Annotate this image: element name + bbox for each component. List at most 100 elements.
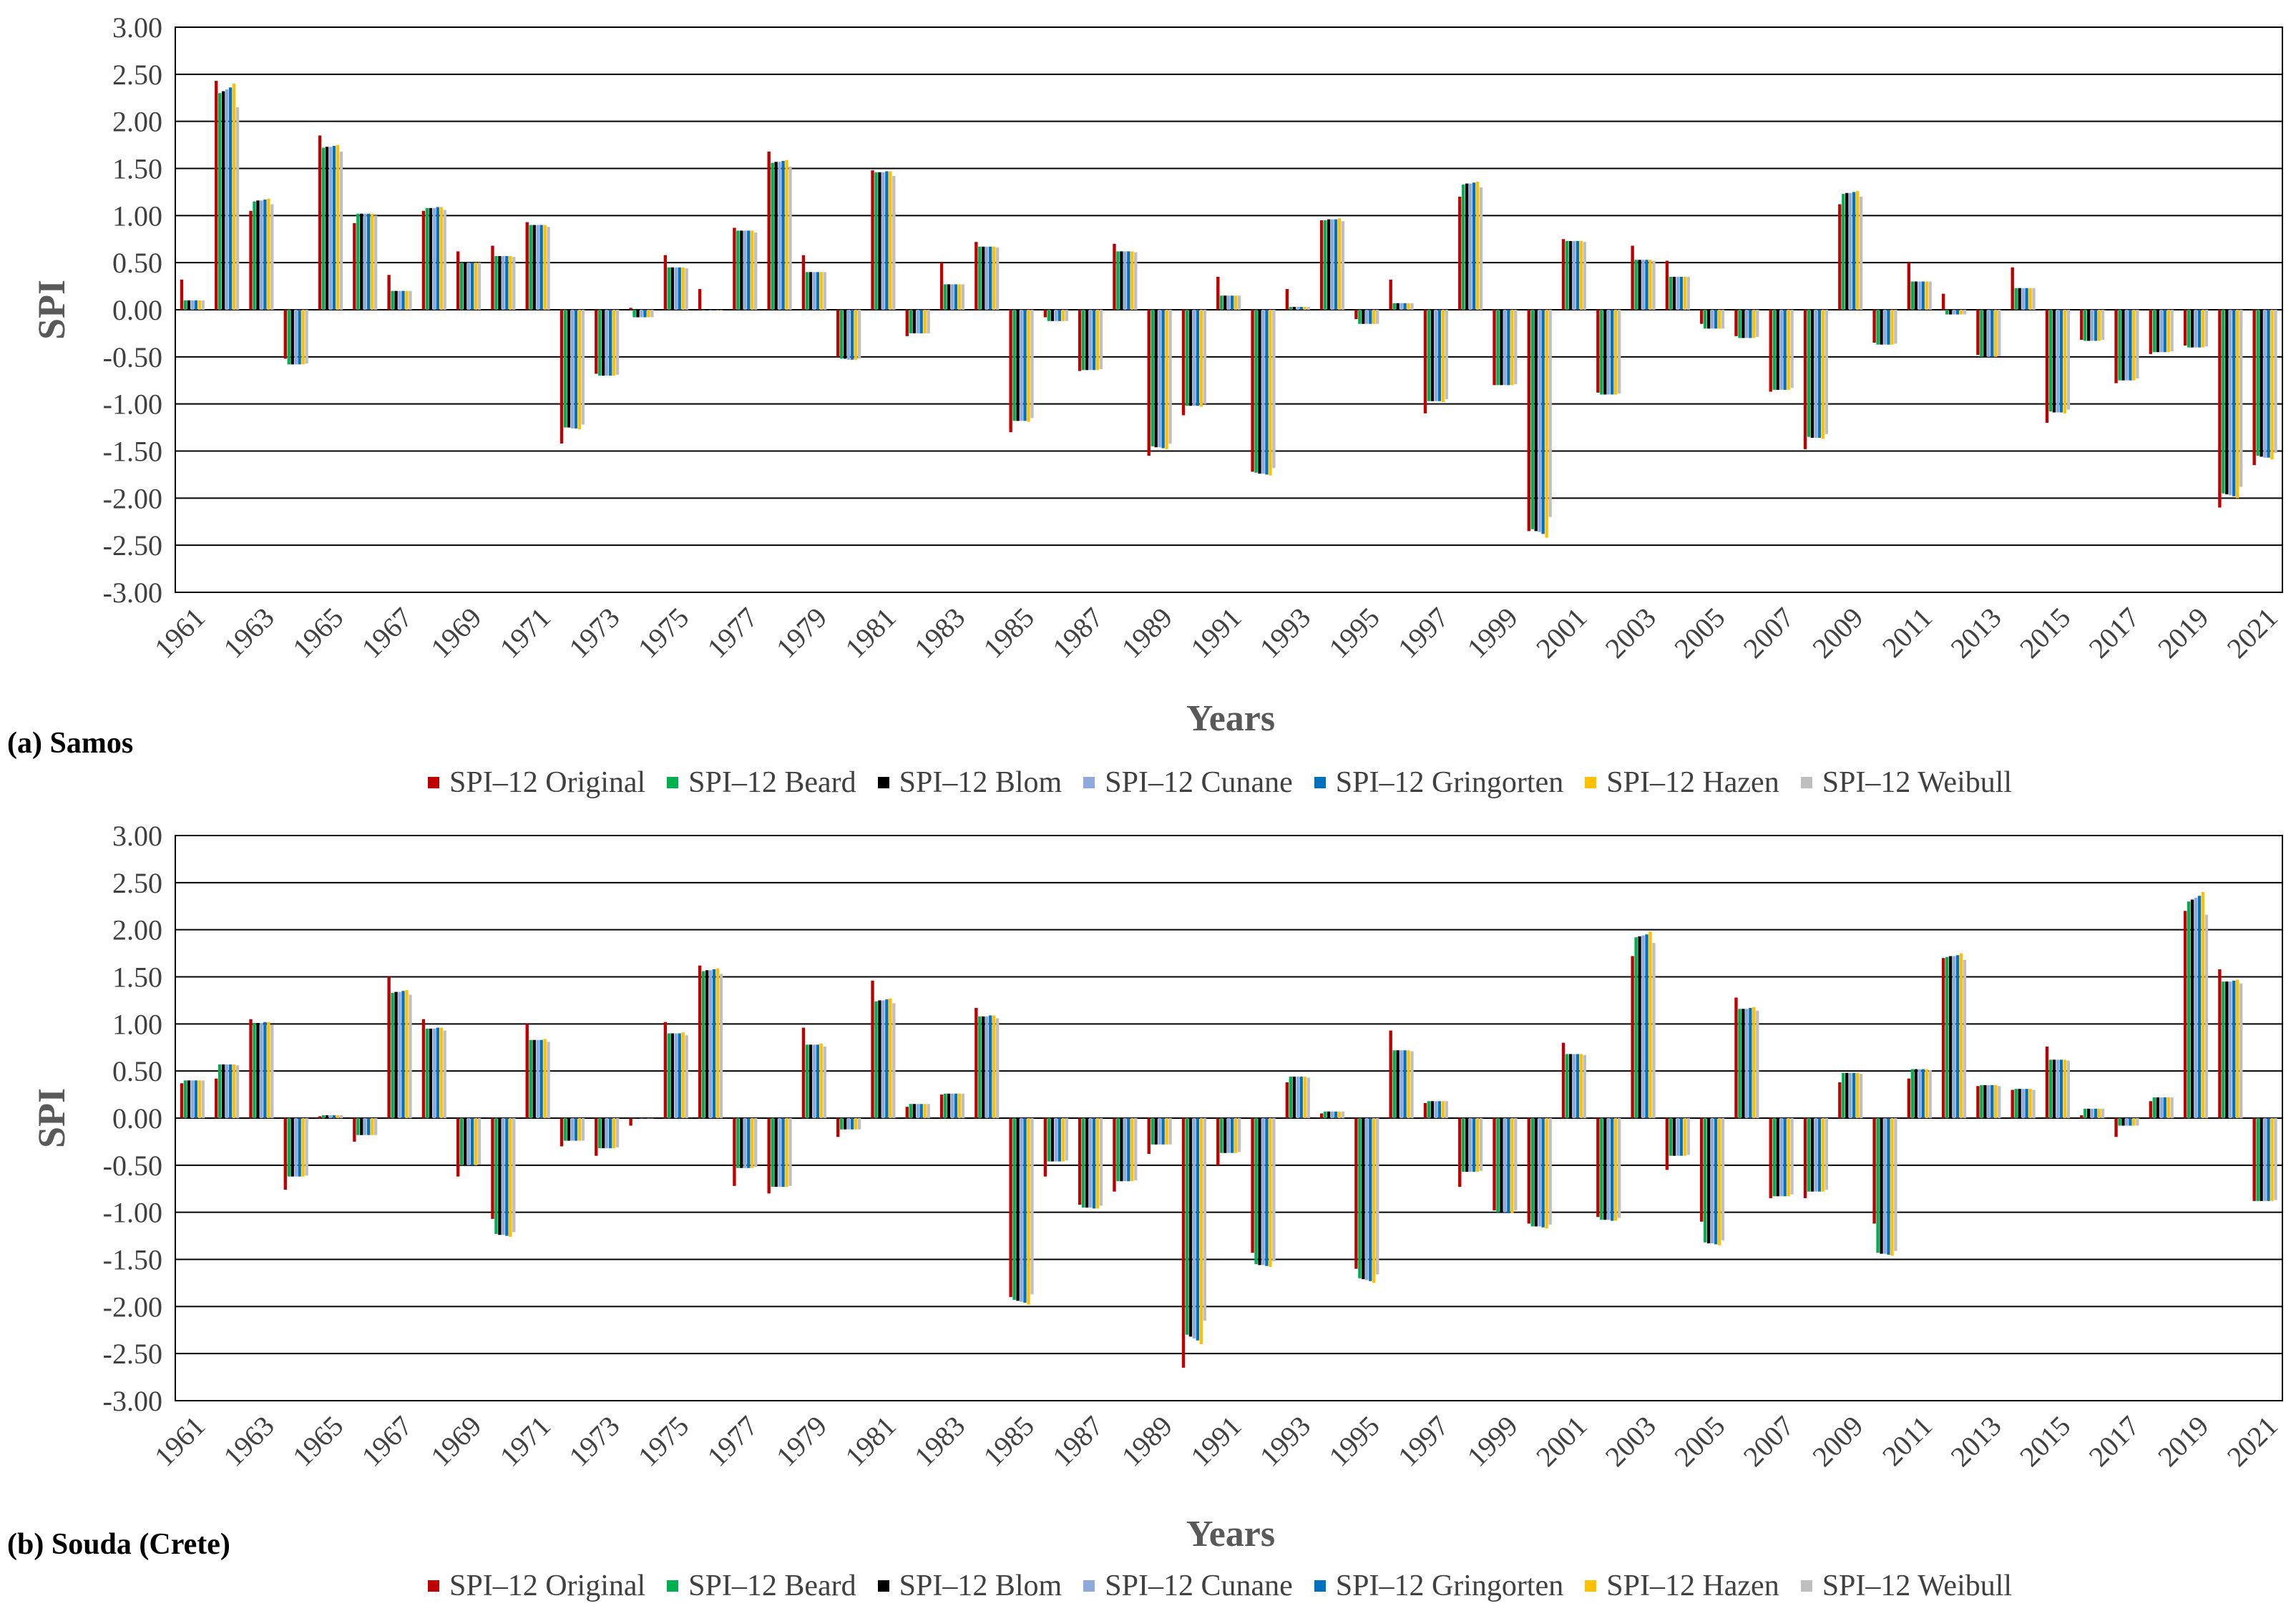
bar <box>2260 1118 2263 1201</box>
bar <box>885 171 889 310</box>
bar <box>1603 1118 1607 1220</box>
bar <box>1303 307 1306 310</box>
bar <box>1306 1077 1310 1118</box>
bar <box>1838 1082 1842 1118</box>
bar <box>670 267 674 310</box>
bar <box>1814 310 1818 439</box>
bar <box>336 145 340 310</box>
bar <box>1645 934 1648 1118</box>
spi-chart-souda: 3.00 2.50 2.00 1.50 1.00 0.50 0.00 -0.50 -1.00 -1… <box>30 820 2284 1473</box>
bar <box>525 222 529 310</box>
bar <box>1358 1118 1362 1278</box>
legend-label: SPI–12 Hazen <box>1606 766 1779 799</box>
bar <box>605 1118 609 1149</box>
bar <box>771 162 774 310</box>
bar <box>2156 310 2159 353</box>
x-tick-label: 1975 <box>632 601 695 664</box>
bar <box>2056 1059 2060 1118</box>
bar <box>2084 310 2087 341</box>
bar <box>778 1118 781 1187</box>
bar <box>2263 1118 2267 1201</box>
bar <box>1285 289 1289 310</box>
x-tick-label: 1987 <box>1046 1409 1109 1472</box>
bar <box>1579 1054 1583 1118</box>
bar <box>1427 310 1431 401</box>
bar <box>2267 310 2270 458</box>
bar <box>1807 1118 1811 1192</box>
bar <box>1648 931 1652 1118</box>
bar <box>1787 310 1790 390</box>
bar <box>1323 1111 1327 1118</box>
bar <box>429 207 433 310</box>
x-tick-label: 1969 <box>424 601 487 664</box>
x-tick-label: 1965 <box>286 601 349 664</box>
bar <box>1427 1101 1431 1118</box>
panel-label: (b) Souda (Crete) <box>7 1528 230 1561</box>
bar <box>260 1023 263 1118</box>
bar <box>260 200 263 310</box>
bar <box>305 1118 308 1176</box>
bar <box>1976 1086 1980 1118</box>
bar <box>1894 1118 1897 1251</box>
bar <box>2136 310 2139 379</box>
bar <box>2094 310 2098 341</box>
bar <box>1887 310 1890 345</box>
bar <box>1849 1072 1852 1118</box>
bar <box>836 310 840 357</box>
bar <box>2094 1108 2098 1118</box>
bar <box>1790 1118 1794 1195</box>
bar <box>401 991 405 1118</box>
bar <box>954 284 958 310</box>
bar <box>1188 310 1193 406</box>
bar <box>2204 914 2209 1118</box>
bar <box>1928 1069 1932 1118</box>
bar <box>1158 1118 1161 1145</box>
bar <box>701 971 705 1118</box>
bar <box>2236 979 2239 1118</box>
bar <box>650 1118 654 1119</box>
bar <box>2218 310 2222 508</box>
bar <box>356 1118 360 1135</box>
bar <box>1227 295 1231 310</box>
bar <box>1323 220 1327 310</box>
bar <box>754 232 758 310</box>
legend-swatch <box>1800 1580 1812 1592</box>
bar <box>321 1115 326 1118</box>
bar <box>650 310 654 318</box>
legend-item-weibull: SPI–12 Weibull <box>1800 765 2012 800</box>
bar <box>1410 1051 1414 1118</box>
legend-swatch <box>667 1580 679 1592</box>
bar <box>1120 1118 1123 1182</box>
legend-label: SPI–12 Gringorten <box>1335 766 1564 799</box>
bar <box>1503 1118 1507 1213</box>
bar <box>1027 1118 1030 1305</box>
bar <box>1631 245 1634 310</box>
bar <box>885 999 889 1118</box>
y-tick-label: -2.50 <box>103 529 162 562</box>
bar <box>1123 1118 1127 1182</box>
bar <box>1534 1118 1538 1227</box>
y-tick-label: 1.50 <box>112 153 162 185</box>
bar <box>1538 310 1541 532</box>
bar <box>1803 310 1807 449</box>
bar <box>249 210 253 310</box>
bar <box>1099 1118 1103 1206</box>
bar <box>1327 1111 1331 1118</box>
bar <box>512 257 516 310</box>
legend-label: SPI–12 Weibull <box>1822 1570 2013 1602</box>
bar <box>2045 310 2049 423</box>
bar <box>2236 310 2239 499</box>
bar <box>781 160 785 310</box>
x-tick-label: 2011 <box>1876 601 1938 663</box>
x-tick-label: 1967 <box>356 1409 419 1472</box>
bar <box>1948 956 1953 1118</box>
x-tick-label: 1965 <box>286 1409 349 1472</box>
bar <box>1009 310 1012 433</box>
bar <box>1745 1009 1749 1118</box>
bar <box>1734 997 1738 1118</box>
x-tick-label: 1995 <box>1322 601 1385 664</box>
bar <box>771 1118 774 1187</box>
bar <box>608 1118 612 1149</box>
bar <box>298 1118 301 1177</box>
bar <box>570 1118 575 1141</box>
